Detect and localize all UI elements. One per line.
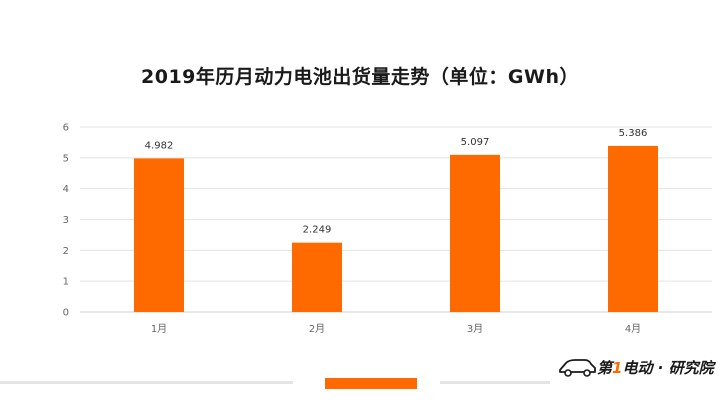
bars [134,145,658,312]
data-label: 5.386 [619,128,648,139]
y-tick-label: 2 [63,246,69,257]
x-tick-label: 3月 [467,323,483,335]
data-label: 5.097 [461,137,490,148]
footer-divider-left [0,381,293,384]
bar-chart: 0 1 2 3 4 5 6 4.982 2.249 5.097 5.386 1月 2月 3月 4月 [63,123,712,335]
x-axis-ticks: 1月 2月 3月 4月 [151,323,641,335]
bar [450,154,500,312]
x-tick-label: 4月 [625,323,641,335]
y-axis-ticks: 0 1 2 3 4 5 6 [63,123,69,319]
brand-watermark: 第1电动 · 研究院 [557,352,714,382]
data-labels: 4.982 2.249 5.097 5.386 [145,128,648,236]
y-tick-label: 3 [63,215,69,226]
footer-divider-right [440,381,550,384]
gridlines [80,126,712,313]
brand-text: 第1电动 · 研究院 [597,358,714,377]
car-logo-icon [559,359,596,377]
y-tick-label: 1 [63,277,69,288]
bar [292,242,342,312]
bar [608,145,658,312]
data-label: 2.249 [303,225,332,236]
y-tick-label: 4 [63,184,69,195]
data-label: 4.982 [145,140,174,151]
y-tick-label: 5 [63,153,69,164]
footer-accent-bar [325,378,417,389]
bar [134,158,184,312]
x-tick-label: 1月 [151,323,167,335]
x-tick-label: 2月 [309,323,325,335]
y-tick-label: 0 [63,308,69,319]
chart-title: 2019年历月动力电池出货量走势（单位：GWh） [141,66,579,88]
y-tick-label: 6 [63,123,69,134]
